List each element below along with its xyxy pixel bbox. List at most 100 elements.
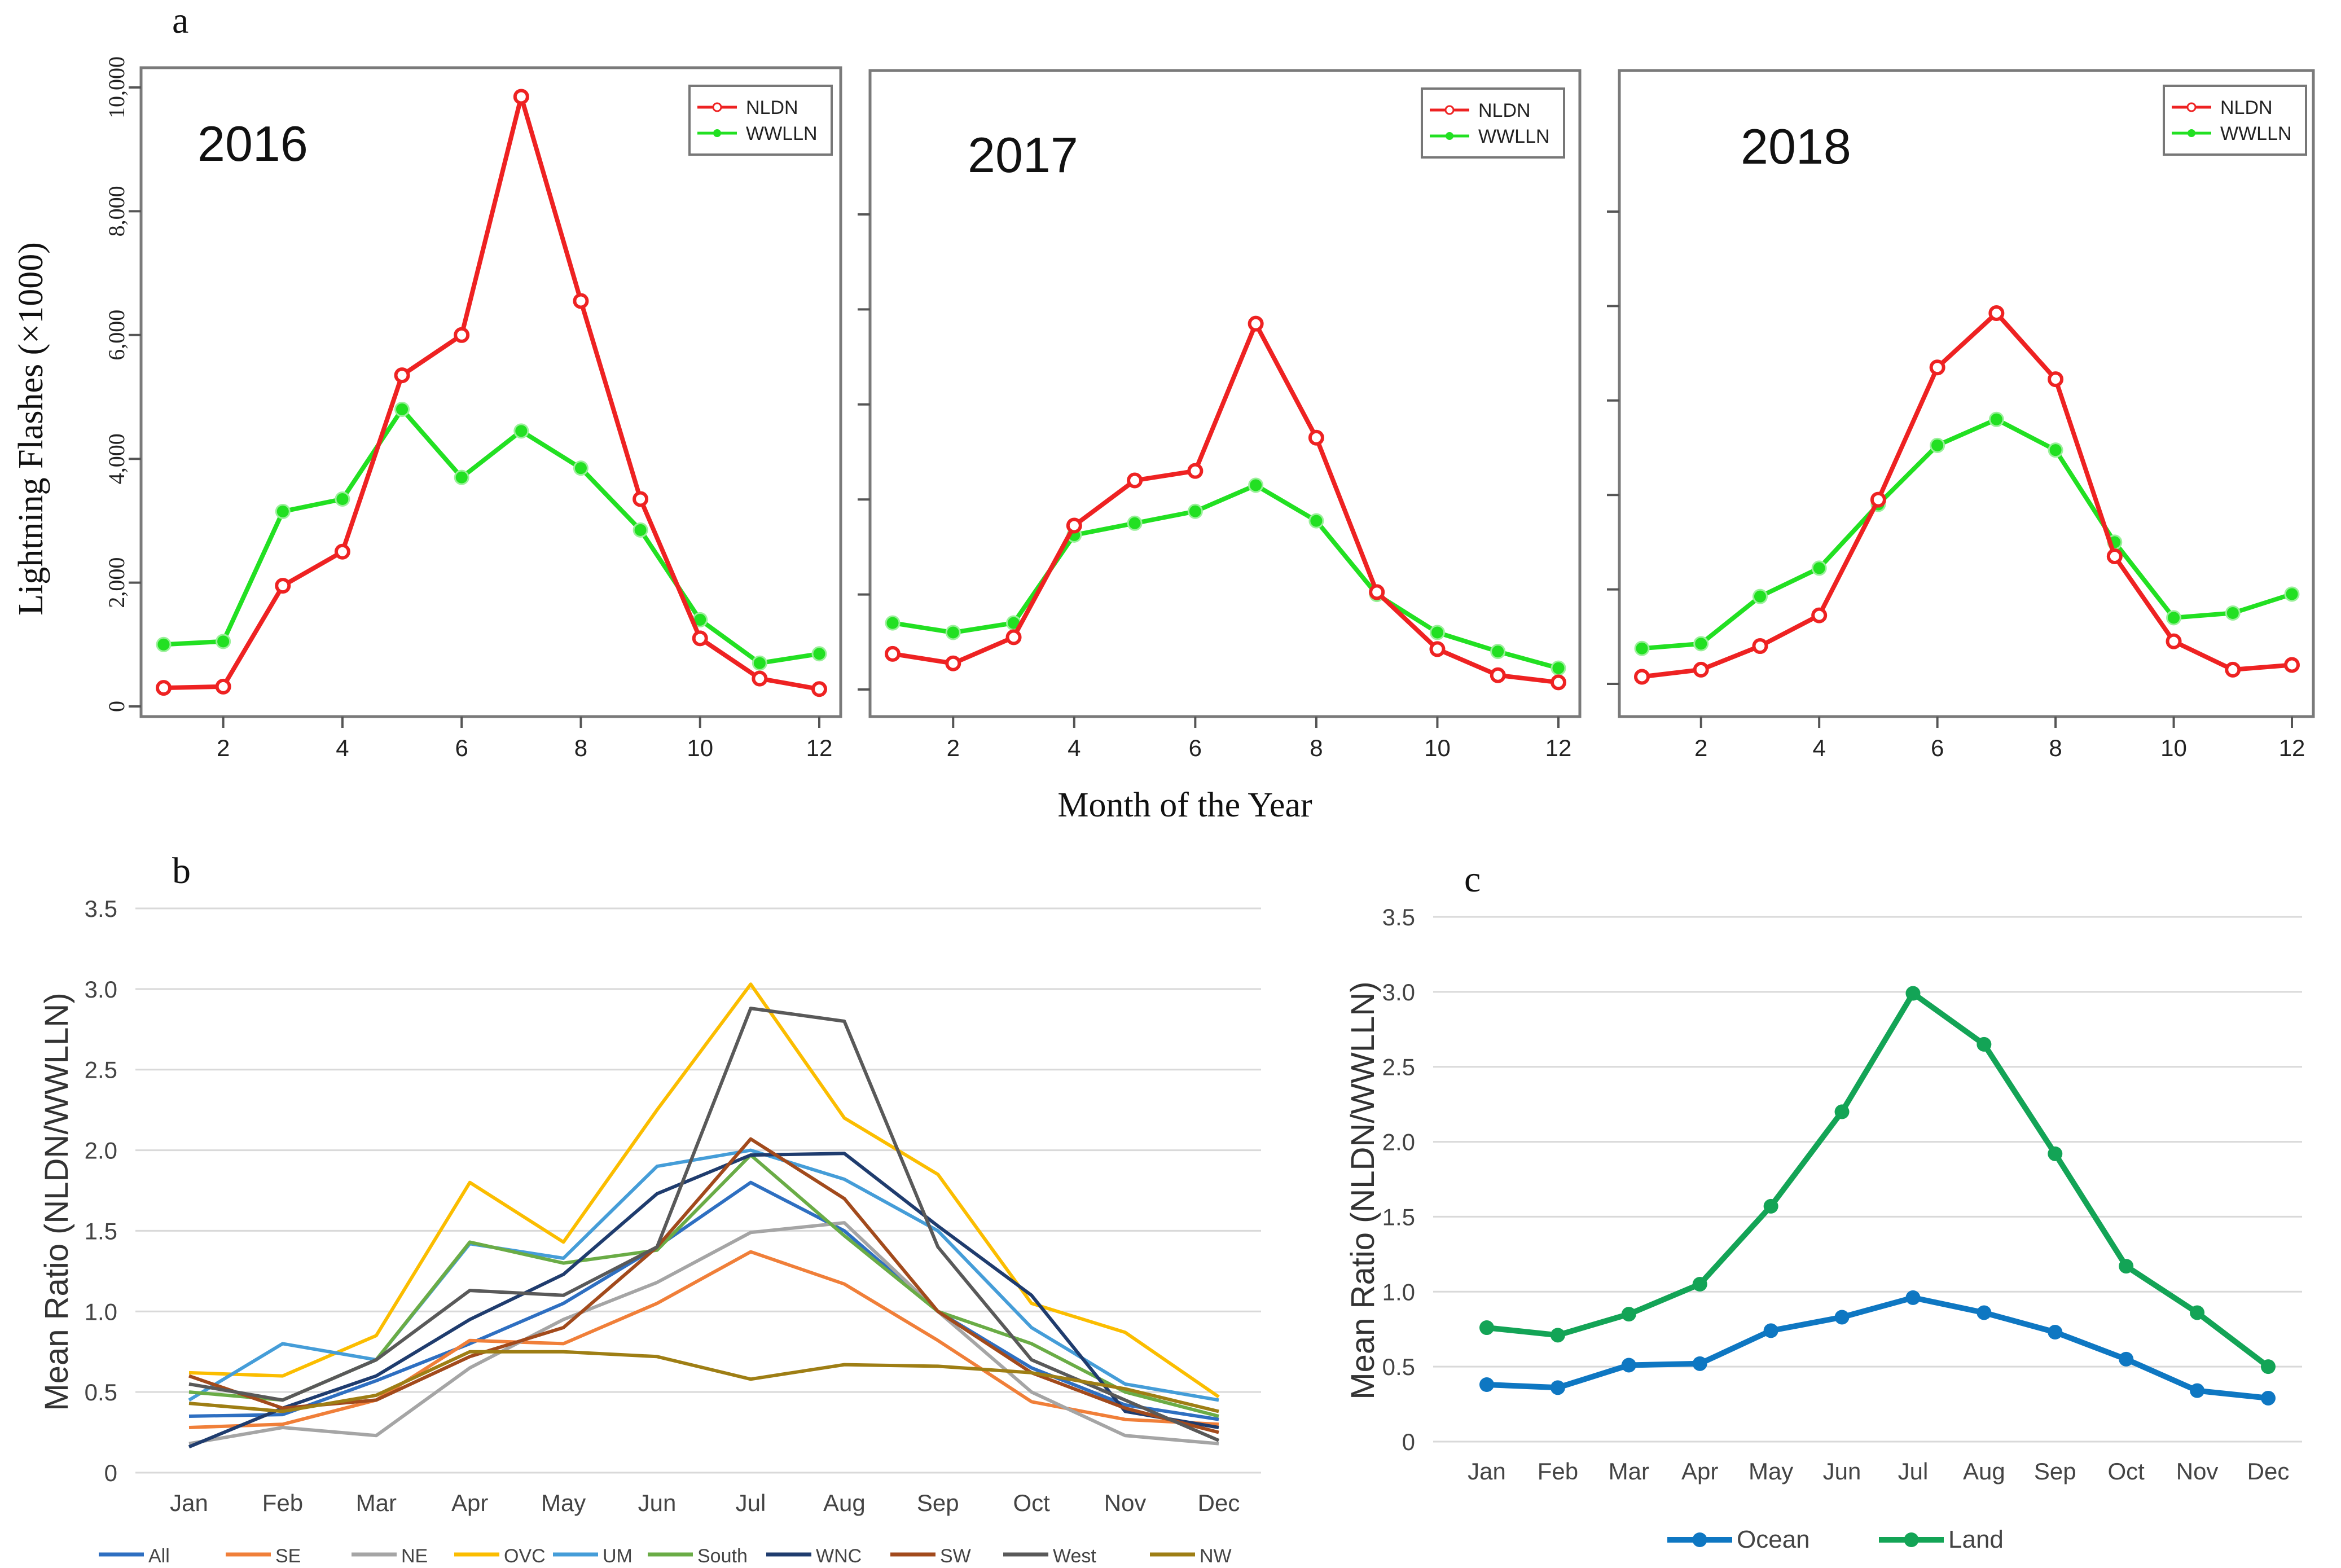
legend: Ocean Land (1667, 1526, 2004, 1553)
x-tick-label: 8 (574, 735, 587, 761)
y-tick-label: 4,000 (104, 433, 129, 484)
x-tick-label: 4 (1068, 735, 1081, 761)
data-point-nldn (885, 645, 901, 662)
data-point-nldn (633, 491, 649, 507)
data-point-ocean (2261, 1390, 2276, 1406)
series-line-ocean (1486, 1294, 2269, 1401)
y-tick-label: 10,000 (104, 56, 129, 118)
series-line-land (1486, 990, 2270, 1369)
y-tick-label: 6,000 (104, 310, 129, 361)
data-point-nldn (2225, 661, 2241, 678)
data-point-land (2119, 1259, 2134, 1274)
series-line-se (188, 1250, 1219, 1429)
data-point-nldn (945, 655, 961, 671)
legend-label-wwlln: WWLLN (746, 123, 818, 144)
data-point-wwlln (1930, 437, 1945, 453)
data-point-wwlln (1551, 660, 1566, 676)
series-line-west (188, 1007, 1220, 1442)
x-tick-label: Mar (1609, 1458, 1649, 1484)
series-line-wwlln (163, 407, 820, 666)
data-point-wwlln (1693, 636, 1709, 652)
y-tick-label: 1.5 (1382, 1204, 1415, 1230)
series-line-ovc (188, 982, 1220, 1399)
data-point-ocean (1621, 1358, 1636, 1373)
panel-label-a: a (172, 0, 188, 41)
y-tick-label: 2.5 (1382, 1054, 1415, 1081)
shared-y-axis-label: Lightning Flashes (×1000) (12, 242, 50, 616)
x-tick-label: 10 (1424, 735, 1451, 761)
x-tick-label: 12 (1545, 735, 1572, 761)
legend: NLDN WWLLN (2163, 85, 2307, 156)
legend-marker-nldn (712, 102, 722, 112)
y-tick-label: 1.0 (85, 1298, 117, 1325)
data-point-ocean (2048, 1325, 2063, 1340)
x-tick-label: 10 (2160, 735, 2187, 761)
series-line-nldn (1641, 311, 2292, 679)
x-tick-label: Jan (1468, 1458, 1506, 1484)
x-tick-label: Jun (638, 1490, 677, 1516)
legend-label-nldn: NLDN (1478, 100, 1531, 121)
legend-label-ocean: Ocean (1737, 1526, 1810, 1553)
legend-marker-wwlln (2188, 129, 2195, 137)
data-point-wwlln (1187, 503, 1203, 519)
y-tick-label: 0 (104, 701, 129, 712)
y-tick-label: 1.0 (1382, 1279, 1415, 1305)
x-tick-label: Sep (2034, 1458, 2076, 1484)
x-tick-label: Jan (170, 1490, 208, 1516)
plot-frame (868, 69, 1582, 718)
data-point-nldn (1929, 359, 1945, 376)
data-point-nldn (1988, 305, 2005, 321)
chart-regional-ratio: 0 0.5 1.0 1.5 2.0 2.5 3.0 3.5 Jan Feb Mar Apr May Jun… (38, 895, 1261, 1567)
x-tick-label: 6 (455, 735, 468, 761)
x-tick-label: Aug (823, 1490, 866, 1516)
y-tick-label: 3.5 (1382, 904, 1415, 930)
data-point-wwlln (394, 401, 410, 417)
plot-frame (139, 66, 842, 718)
y-tick-label: 0.5 (85, 1379, 117, 1406)
data-point-nldn (2048, 371, 2064, 388)
data-point-nldn (215, 678, 231, 695)
legend-label-se: SE (275, 1545, 301, 1567)
panel-label-c: c (1464, 859, 1481, 900)
data-point-nldn (1752, 638, 1768, 655)
legend-label-um: UM (603, 1545, 633, 1567)
data-point-wwlln (945, 625, 961, 640)
legend-label-all: All (148, 1545, 170, 1567)
x-tick-label: May (1749, 1458, 1793, 1484)
data-point-wwlln (1127, 515, 1143, 531)
legend-label-wwlln: WWLLN (2220, 123, 2292, 144)
series-line-nldn (163, 94, 820, 692)
legend-label-wwlln: WWLLN (1478, 126, 1550, 147)
data-point-nldn (156, 680, 172, 696)
x-tick-label: Apr (1681, 1458, 1718, 1484)
data-point-ocean (2119, 1351, 2134, 1367)
data-point-wwlln (513, 423, 529, 439)
data-point-nldn (394, 367, 410, 384)
legend-marker-land (1904, 1532, 1919, 1547)
series-line-wwlln (892, 482, 1560, 670)
legend-box (2163, 85, 2307, 156)
plot-frame (1618, 69, 2315, 718)
chart-title: 2016 (197, 116, 308, 172)
data-point-wwlln (2284, 586, 2300, 602)
data-point-nldn (1490, 667, 1506, 683)
data-point-wwlln (156, 636, 172, 652)
data-point-ocean (1834, 1310, 1850, 1325)
x-tick-label: 6 (1931, 735, 1944, 761)
legend-label-nw: NW (1200, 1545, 1232, 1567)
data-point-land (1621, 1307, 1636, 1322)
data-point-ocean (1905, 1290, 1921, 1305)
series-line-wnc (188, 1152, 1219, 1449)
x-tick-label: Dec (2247, 1458, 2290, 1484)
data-point-land (1834, 1104, 1850, 1119)
x-tick-label: Feb (262, 1490, 303, 1516)
data-point-nldn (2166, 633, 2182, 649)
data-point-land (1905, 986, 1921, 1001)
data-point-ocean (1763, 1323, 1778, 1338)
data-point-ocean (2190, 1383, 2205, 1398)
data-point-nldn (1634, 669, 1650, 685)
x-tick-label: Jul (736, 1490, 766, 1516)
x-tick-label: Dec (1198, 1490, 1240, 1516)
data-point-nldn (454, 327, 470, 343)
x-tick-label: Oct (2108, 1458, 2145, 1484)
